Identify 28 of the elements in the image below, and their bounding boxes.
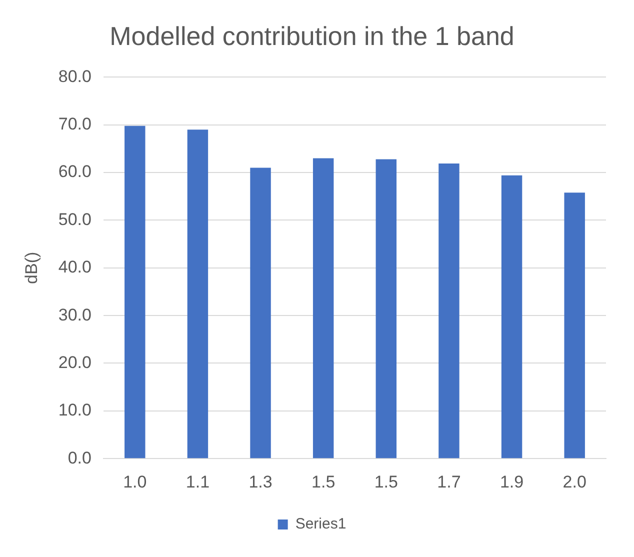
bar bbox=[501, 175, 522, 458]
y-tick-label: 70.0 bbox=[58, 114, 92, 134]
y-tick-label: 60.0 bbox=[58, 162, 92, 182]
x-tick-label: 1.5 bbox=[374, 472, 398, 492]
y-tick-label: 0.0 bbox=[68, 448, 92, 468]
x-tick-label: 1.3 bbox=[248, 472, 272, 492]
y-tick-label: 10.0 bbox=[58, 400, 92, 420]
legend-label: Series1 bbox=[295, 516, 346, 533]
x-tick-label: 2.0 bbox=[562, 472, 586, 492]
bar bbox=[438, 163, 460, 458]
y-tick-label: 50.0 bbox=[58, 210, 92, 229]
bar bbox=[250, 168, 271, 458]
bar bbox=[187, 130, 208, 458]
y-tick-label: 20.0 bbox=[58, 352, 92, 372]
bar bbox=[376, 159, 397, 458]
bar bbox=[312, 158, 334, 458]
y-tick-label: 30.0 bbox=[58, 305, 92, 324]
bar bbox=[124, 126, 146, 458]
bar bbox=[564, 192, 585, 458]
y-tick-label: 80.0 bbox=[58, 66, 92, 86]
x-tick-label: 1.1 bbox=[186, 472, 210, 492]
x-tick-label: 1.5 bbox=[312, 472, 336, 492]
chart-title: Modelled contribution in the 1 band bbox=[110, 20, 514, 51]
x-tick-label: 1.9 bbox=[500, 472, 524, 492]
x-tick-label: 1.7 bbox=[437, 472, 461, 492]
y-axis-title: dB() bbox=[22, 252, 41, 284]
y-tick-label: 40.0 bbox=[58, 258, 92, 277]
x-tick-label: 1.0 bbox=[123, 472, 147, 492]
